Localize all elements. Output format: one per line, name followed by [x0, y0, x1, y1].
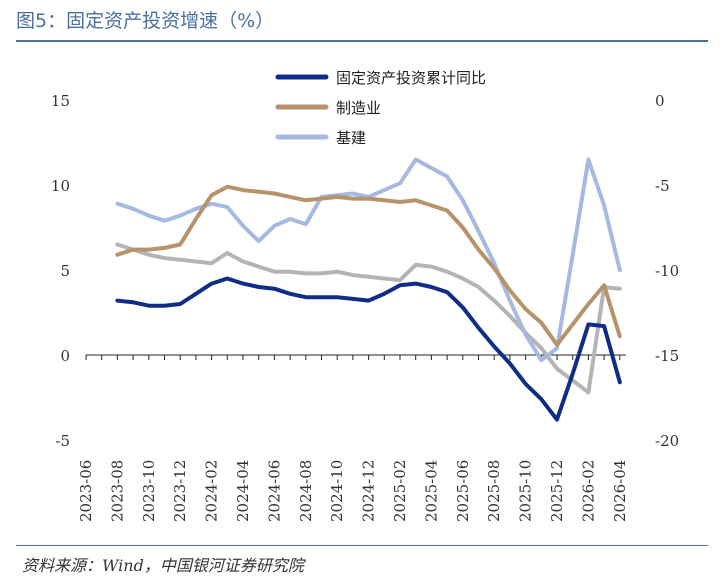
x-tick-label: 2025-06 [454, 460, 472, 522]
series-line-1 [115, 276, 622, 422]
title-divider [16, 40, 708, 42]
y-left-tick-label: 15 [51, 92, 70, 110]
x-tick-label: 2026-04 [611, 460, 629, 522]
y-right-tick-label: -5 [655, 177, 670, 195]
x-tick-label: 2025-12 [548, 460, 566, 522]
y-right-tick-label: -15 [655, 347, 679, 365]
x-tick-label: 2024-08 [297, 460, 315, 522]
series-line-4 [115, 242, 622, 395]
x-tick-label: 2026-02 [579, 460, 597, 522]
x-tick-label: 2023-10 [140, 460, 158, 522]
y-right-tick-label: 0 [655, 92, 665, 110]
plot-lines [115, 157, 622, 422]
x-tick-label: 2023-06 [77, 460, 95, 522]
x-tick-label: 2023-12 [171, 460, 189, 522]
chart-title: 图5：固定资产投资增速（%） [16, 10, 275, 32]
legend-label-1: 固定资产投资累计同比 [336, 69, 486, 87]
x-tick-label: 2024-12 [360, 460, 378, 522]
legend-label-3: 基建 [336, 129, 366, 147]
chart-axes: 2023-06 2023-08 2023-10 2023-12 2024-02 2024-… [51, 92, 679, 522]
x-tick-label: 2024-06 [265, 460, 283, 522]
y-left-tick-label: 10 [51, 177, 70, 195]
y-left-tick-label: 0 [60, 347, 70, 365]
x-tick-label: 2025-02 [391, 460, 409, 522]
y-left-tick-label: -5 [55, 432, 70, 450]
x-tick-label: 2023-08 [108, 460, 126, 522]
x-tick-label: 2025-04 [422, 460, 440, 522]
x-tick-label: 2025-08 [485, 460, 503, 522]
legend-label-2: 制造业 [336, 99, 381, 117]
source-note: 资料来源：Wind，中国银河证券研究院 [22, 556, 304, 575]
y-right-tick-label: -10 [655, 262, 679, 280]
y-left-tick-label: 5 [60, 262, 70, 280]
series-line-2 [115, 184, 622, 347]
x-tick-label: 2024-10 [328, 460, 346, 522]
x-tick-label: 2024-04 [234, 460, 252, 522]
source-divider [16, 545, 708, 546]
x-tick-label: 2024-02 [203, 460, 221, 522]
y-right-tick-label: -20 [655, 432, 679, 450]
x-tick-label: 2025-10 [517, 460, 535, 522]
